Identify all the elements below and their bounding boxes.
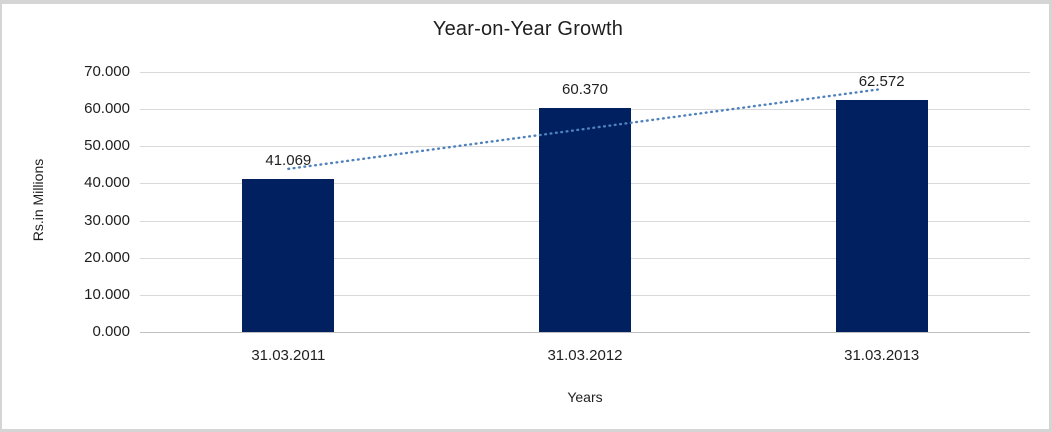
data-label: 60.370 [562, 80, 608, 98]
y-tick-label: 10.000 [84, 285, 130, 303]
data-label: 62.572 [858, 72, 905, 90]
y-tick-label: 50.000 [84, 137, 130, 155]
y-axis-title: Rs.in Millions [30, 158, 46, 242]
x-tick-label: 31.03.2013 [844, 347, 920, 364]
chart-title: Year-on-Year Growth [432, 18, 624, 40]
x-tick-label: 31.03.2012 [547, 347, 623, 364]
y-tick-label: 30.000 [84, 211, 130, 229]
y-tick-label: 0.000 [92, 323, 130, 340]
y-tick-label: 40.000 [84, 174, 130, 192]
x-axis-line [140, 332, 1030, 333]
data-label: 41.069 [265, 152, 312, 170]
y-tick-label: 60.000 [84, 100, 130, 118]
y-gridline [140, 72, 1030, 73]
bar-31.03.2012 [539, 107, 631, 332]
bar-31.03.2013 [835, 99, 928, 332]
y-tick-label: 70.000 [84, 63, 130, 80]
bar-31.03.2011 [242, 179, 335, 332]
plot-area: 0.000 10.000 20.000 30.000 40.000 50.000 60.00… [2, 4, 1049, 429]
x-axis-title: Years [567, 389, 603, 405]
x-tick-label: 31.03.2011 [251, 347, 326, 364]
y-tick-label: 20.000 [84, 248, 130, 266]
